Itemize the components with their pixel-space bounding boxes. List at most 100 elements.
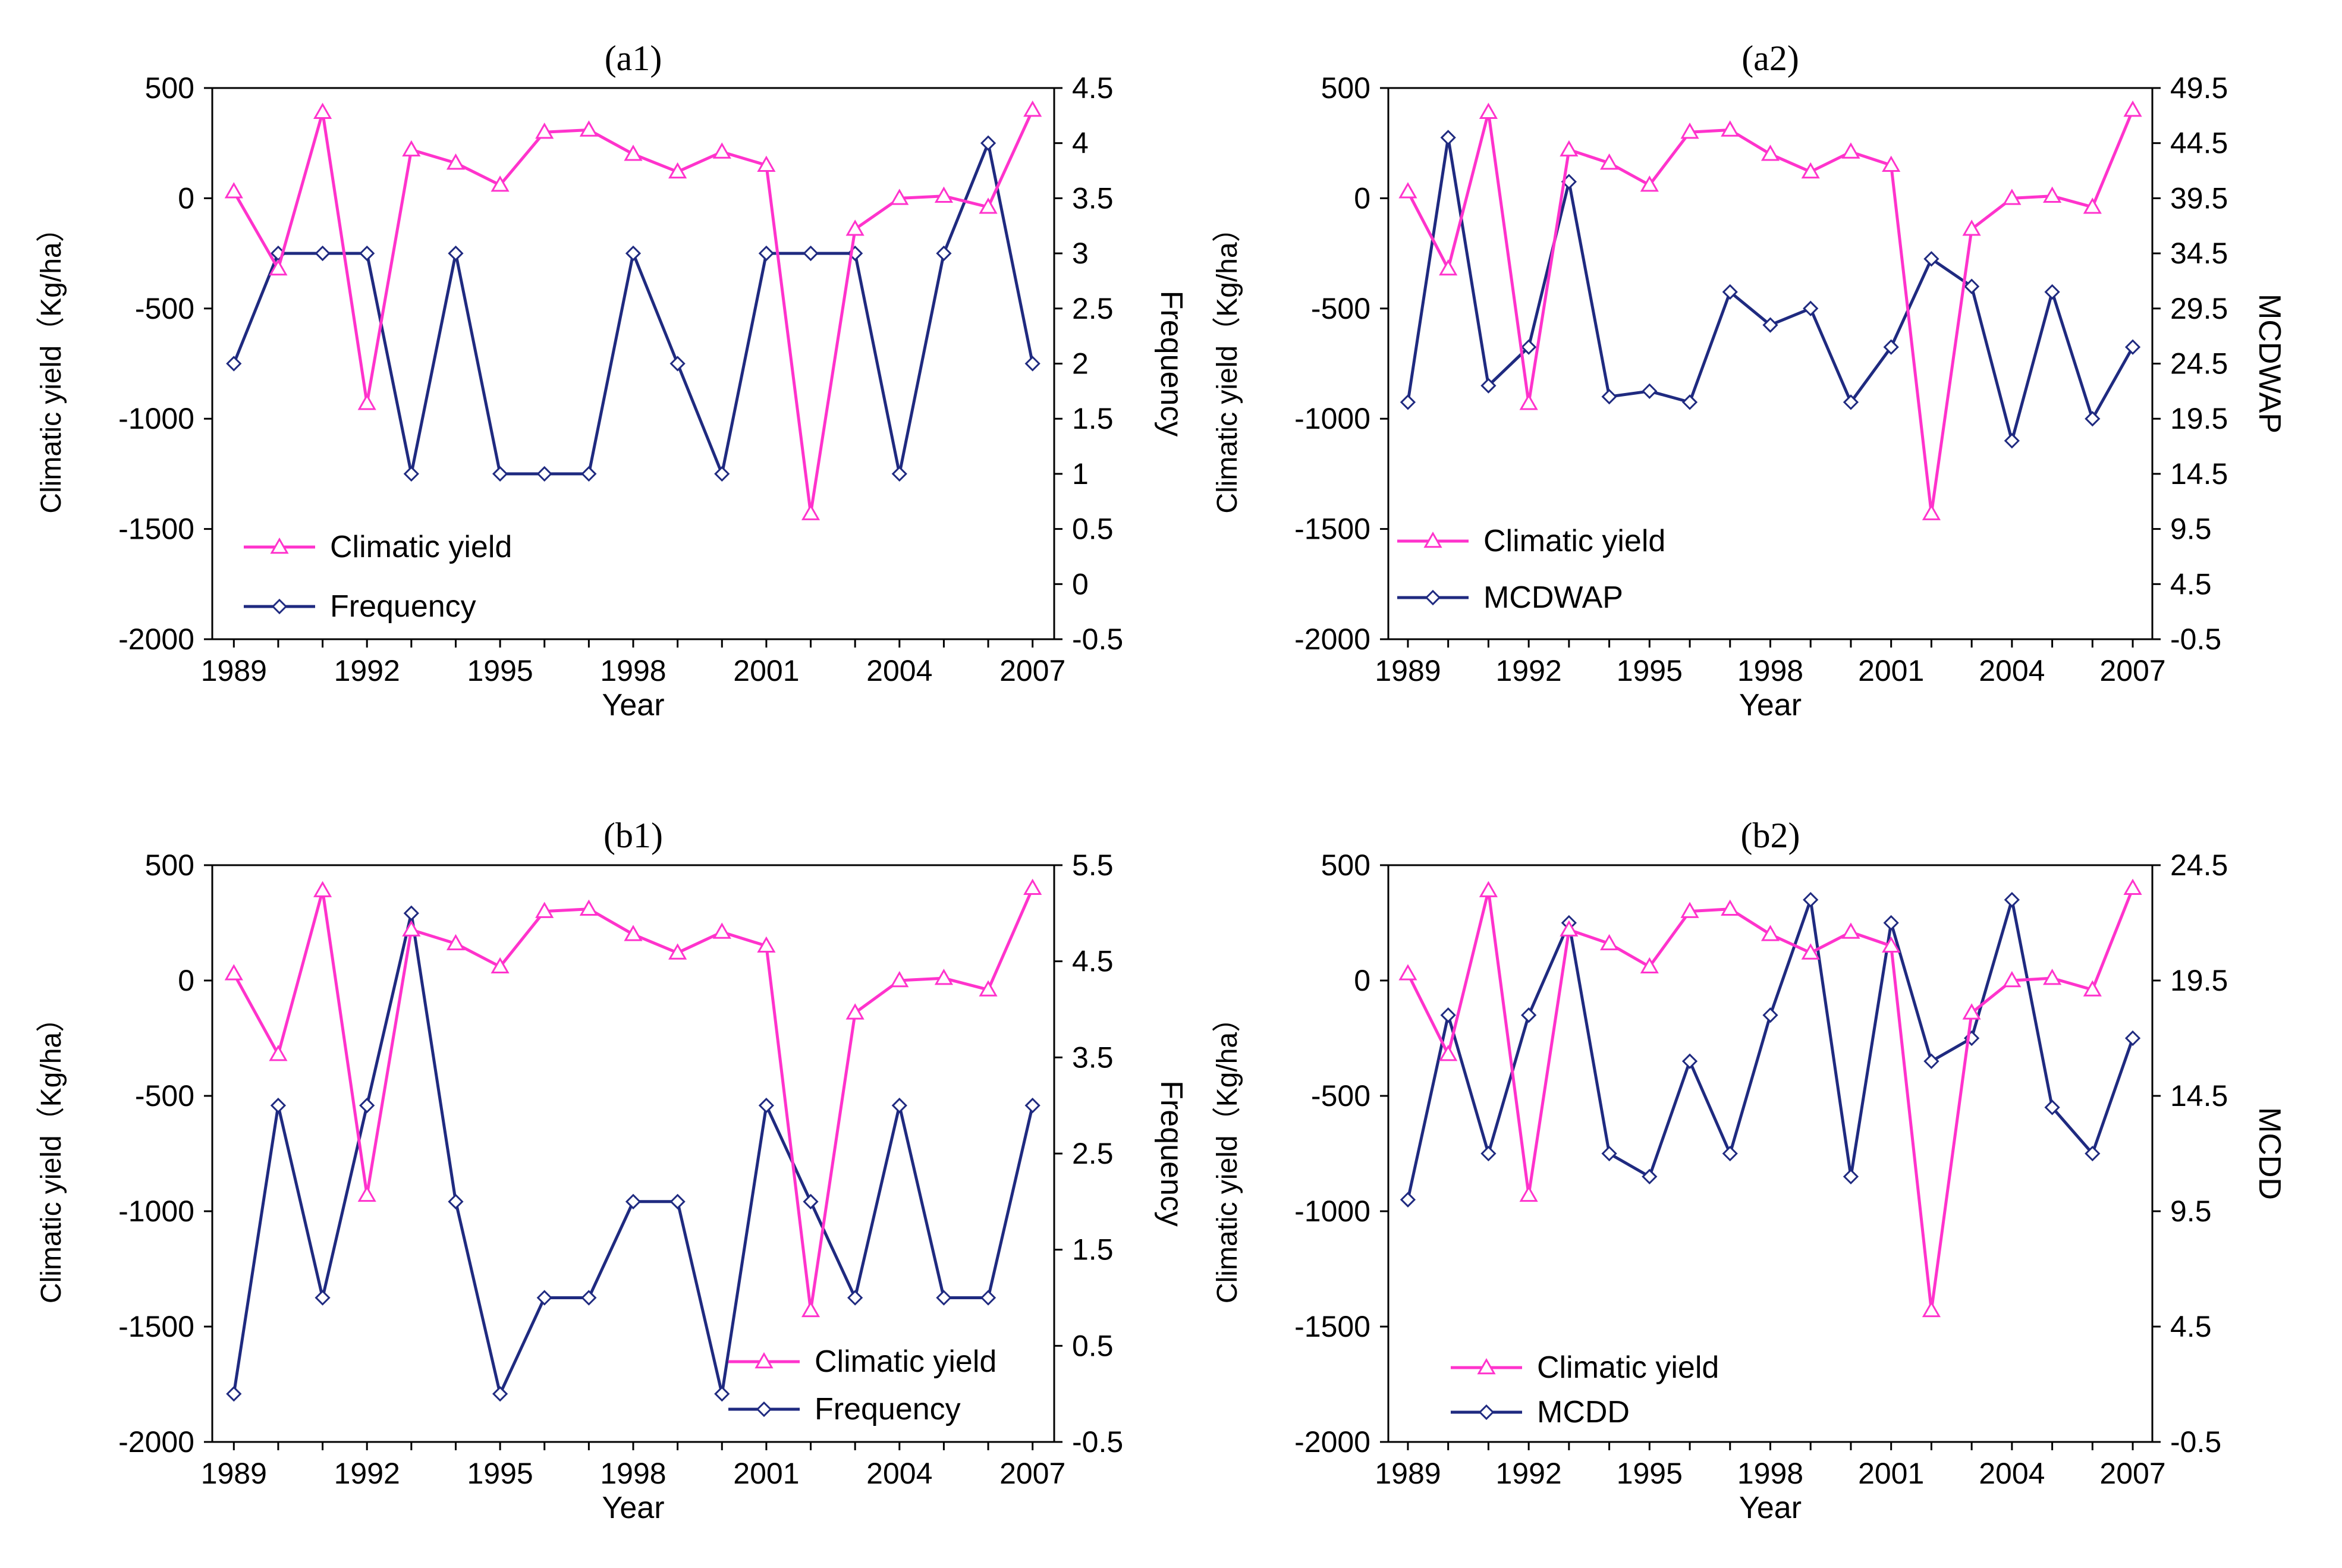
y-right-tick-label: 14.5: [2170, 1079, 2228, 1113]
y-left-tick-label: -2000: [1294, 1425, 1370, 1459]
secondary-point-marker: [1803, 300, 1819, 316]
secondary-point-marker: [2004, 892, 2020, 908]
secondary-point-marker: [936, 1290, 952, 1306]
secondary-point-marker: [1642, 383, 1658, 399]
y-right-tick-label: 4: [1072, 127, 1089, 160]
x-tick-label: 2004: [1979, 1457, 2045, 1490]
y-left-tick-label: -1500: [118, 513, 194, 546]
yield-point-marker: [1801, 943, 1820, 960]
y-left-tick-label: -1500: [1294, 513, 1370, 546]
secondary-point-marker: [1923, 251, 1939, 267]
yield-point-marker: [446, 153, 466, 170]
secondary-point-marker: [625, 245, 642, 262]
yield-point-marker: [890, 970, 909, 988]
y-right-tick-label: 0: [1072, 567, 1089, 601]
x-tick-label: 1995: [1617, 654, 1683, 687]
y-left-tick-label: -500: [1311, 1079, 1370, 1113]
y-right-tick-label: 4.5: [2170, 1310, 2212, 1343]
y-left-tick-label: 500: [1321, 71, 1370, 105]
y-right-axis-label: MCDWAP: [2252, 294, 2287, 433]
y-left-tick-label: -1000: [1294, 1195, 1370, 1228]
y-left-tick-label: -2000: [118, 623, 194, 656]
yield-point-marker: [1761, 925, 1780, 941]
legend-marker: [271, 598, 288, 615]
secondary-point-marker: [1843, 1168, 1859, 1184]
y-right-tick-label: 4.5: [1072, 945, 1114, 978]
secondary-point-marker: [1883, 339, 1899, 355]
secondary-point-marker: [1642, 1168, 1658, 1184]
y-right-tick-label: 3.5: [1072, 1041, 1114, 1074]
yield-point-marker: [224, 182, 243, 199]
chart-title: (a2): [1741, 39, 1799, 78]
secondary-point-marker: [1024, 1098, 1040, 1114]
legend-label: MCDWAP: [1483, 580, 1623, 615]
secondary-point-marker: [1722, 1145, 1738, 1162]
y-right-tick-label: 34.5: [2170, 237, 2228, 270]
legend-label: Climatic yield: [1537, 1350, 1719, 1385]
yield-point-marker: [757, 936, 776, 953]
yield-point-marker: [1600, 153, 1619, 170]
legend-marker: [270, 537, 289, 554]
legend-marker: [1423, 531, 1442, 548]
secondary-point-marker: [803, 1193, 819, 1209]
legend-marker: [755, 1352, 774, 1369]
secondary-point-marker: [1480, 378, 1497, 394]
x-tick-label: 1989: [201, 654, 267, 687]
x-axis-label: Year: [602, 1491, 664, 1525]
y-left-tick-label: -1500: [118, 1310, 194, 1343]
yield-point-marker: [934, 186, 954, 203]
x-tick-label: 2007: [999, 654, 1065, 687]
yield-point-marker: [1841, 922, 1860, 939]
yield-point-marker: [1600, 934, 1619, 951]
yield-point-marker: [1439, 259, 1458, 276]
y-right-tick-label: 9.5: [2170, 1195, 2212, 1228]
x-tick-label: 1998: [1737, 1457, 1803, 1490]
yield-point-marker: [579, 899, 598, 916]
secondary-point-marker: [758, 245, 775, 262]
y-right-tick-label: 14.5: [2170, 457, 2228, 491]
x-tick-label: 1995: [1617, 1457, 1683, 1490]
yield-point-marker: [491, 175, 510, 192]
yield-series-line: [1406, 887, 2134, 1312]
yield-point-marker: [535, 901, 554, 918]
yield-point-marker: [1398, 182, 1417, 199]
y-right-tick-label: 24.5: [2170, 347, 2228, 381]
y-right-tick-label: 4.5: [2170, 567, 2212, 601]
secondary-point-marker: [1440, 130, 1456, 146]
x-axis-label: Year: [1739, 1491, 1802, 1525]
y-right-tick-label: -0.5: [2170, 623, 2221, 656]
y-left-axis-label: Climatic yield（Kg/ha）: [1212, 1004, 1243, 1303]
yield-point-marker: [845, 219, 865, 236]
yield-point-marker: [1680, 122, 1699, 139]
secondary-point-marker: [1024, 356, 1040, 372]
yield-point-marker: [269, 1045, 288, 1061]
yield-point-marker: [934, 969, 954, 985]
legend-label: Climatic yield: [330, 530, 512, 564]
x-axis-label: Year: [602, 688, 664, 722]
yield-point-marker: [1023, 100, 1042, 117]
y-left-tick-label: -500: [1311, 292, 1370, 325]
yield-point-marker: [402, 920, 421, 937]
secondary-point-marker: [625, 1193, 642, 1209]
y-left-axis-label: Climatic yield（Kg/ha）: [36, 1004, 67, 1303]
secondary-point-marker: [1521, 339, 1537, 355]
secondary-point-marker: [1601, 388, 1617, 405]
plot-frame: [1387, 864, 2154, 1443]
y-right-tick-label: 2.5: [1072, 1137, 1114, 1170]
secondary-point-marker: [448, 1193, 464, 1209]
yield-point-marker: [801, 504, 821, 520]
secondary-point-marker: [2124, 339, 2141, 355]
secondary-point-marker: [2044, 1099, 2060, 1115]
yield-point-marker: [1841, 142, 1860, 159]
yield-point-marker: [1922, 1300, 1941, 1318]
y-right-tick-label: 4.5: [1072, 71, 1114, 105]
secondary-point-marker: [492, 466, 508, 482]
chart-title: (b2): [1741, 816, 1800, 855]
y-left-axis-label: Climatic yield（Kg/ha）: [36, 213, 67, 513]
yield-point-marker: [269, 259, 288, 276]
secondary-point-marker: [536, 1290, 552, 1306]
secondary-point-marker: [1480, 1145, 1497, 1162]
y-right-tick-label: -0.5: [2170, 1425, 2221, 1459]
y-right-tick-label: 0.5: [1072, 1329, 1114, 1362]
